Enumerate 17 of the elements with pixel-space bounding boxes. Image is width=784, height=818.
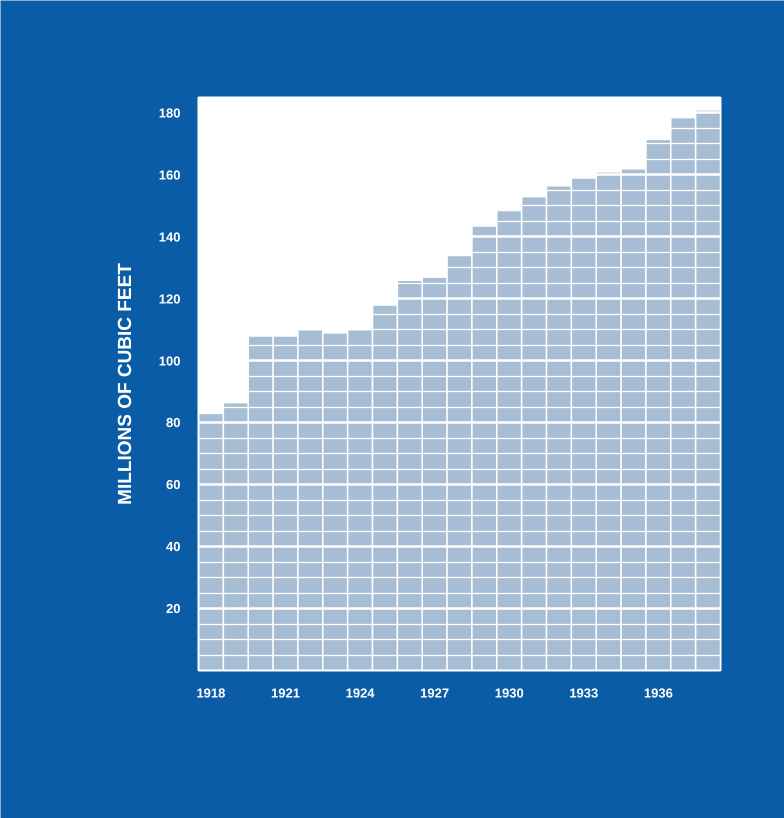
y-axis-title: MILLIONS OF CUBIC FEET	[114, 262, 136, 505]
x-tick-label: 1933	[569, 686, 598, 700]
y-tick-label: 180	[158, 105, 181, 120]
x-tick-label: 1921	[271, 686, 300, 700]
y-tick-label: 60	[166, 477, 181, 492]
x-tick-label: 1918	[196, 686, 226, 700]
x-tick-label: 1930	[494, 686, 524, 700]
y-tick-label: 100	[158, 353, 181, 368]
y-tick-label: 80	[166, 415, 181, 430]
y-tick-label: 120	[158, 291, 181, 306]
x-tick-label: 1936	[644, 686, 673, 700]
y-tick-label: 140	[158, 229, 181, 244]
y-tick-label: 40	[166, 539, 181, 554]
y-tick-label: 20	[166, 601, 181, 616]
x-tick-label: 1924	[346, 686, 376, 700]
y-tick-label: 160	[158, 167, 181, 182]
x-tick-label: 1927	[420, 686, 450, 700]
